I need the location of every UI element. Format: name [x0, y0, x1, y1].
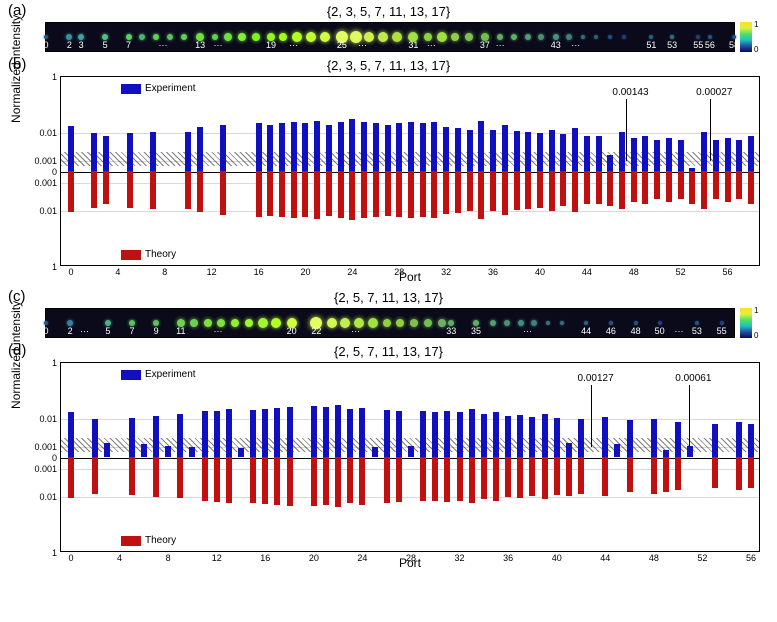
panel-b-title: {2, 3, 5, 7, 11, 13, 17}	[327, 58, 450, 73]
intensity-strip-c: 02···57911···2022···3335···44464850···53…	[45, 308, 735, 338]
xlabel-d: Port	[399, 556, 421, 570]
chart-d: 10.010.00100.0010.0110481216202428323640…	[60, 362, 760, 552]
ylabel-b: Normalized intensity	[9, 15, 23, 123]
xlabel-b: Port	[399, 270, 421, 284]
panel-c-title: {2, 5, 7, 11, 13, 17}	[334, 290, 443, 305]
intensity-strip-a: 02357···13···19···25···31···37···43···51…	[45, 22, 735, 52]
colorbar-a: 10	[740, 22, 752, 52]
ylabel-d: Normalized intensity	[9, 301, 23, 409]
panel-a-title: {2, 3, 5, 7, 11, 13, 17}	[327, 4, 450, 19]
panel-d-title: {2, 5, 7, 11, 13, 17}	[334, 344, 443, 359]
colorbar-c: 10	[740, 308, 752, 338]
chart-b: 10.010.00100.0010.0110481216202428323640…	[60, 76, 760, 266]
